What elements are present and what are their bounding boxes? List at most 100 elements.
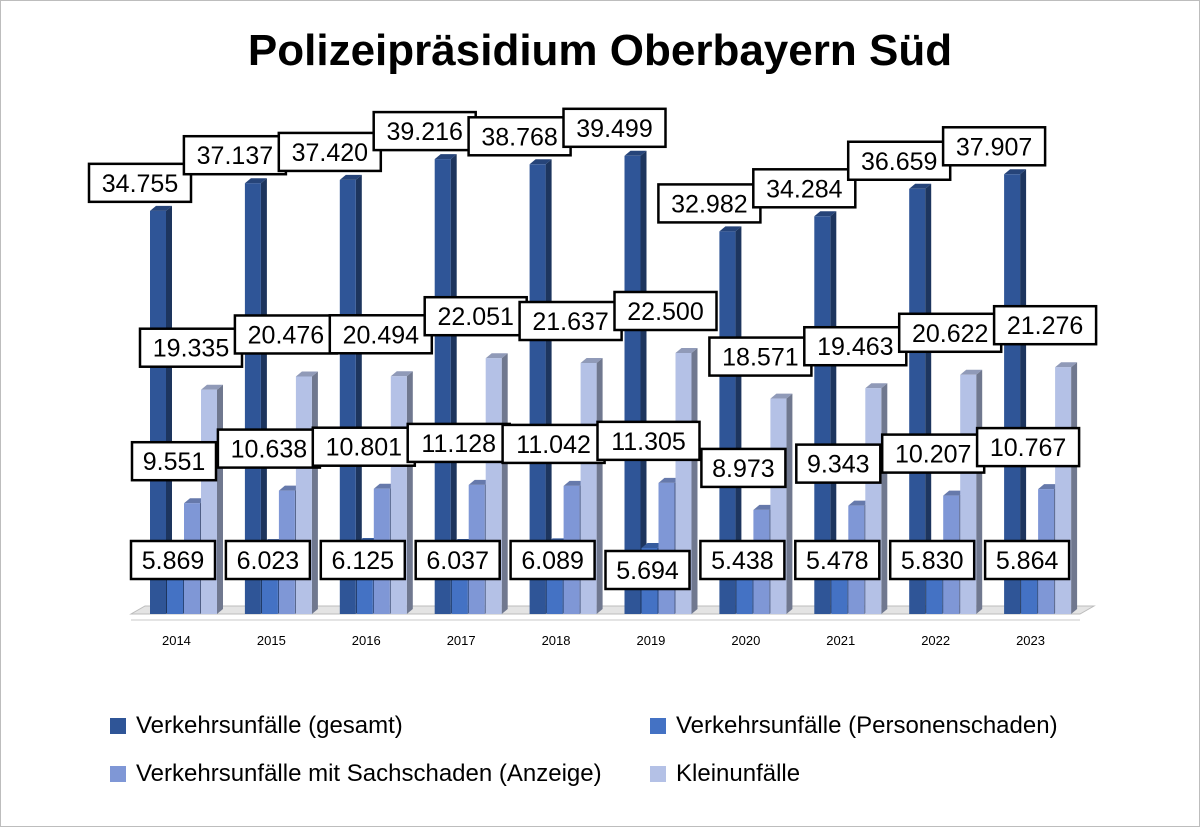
bar-top-s2-2023 [1038,484,1061,490]
data-label-s0-2022: 36.659 [861,148,937,176]
bar-s3-2020 [770,398,787,614]
data-label-box-s3-2015 [233,314,339,355]
legend-item-kleinunfaelle: Kleinunfälle [650,760,800,788]
data-label-box-s3-2016 [328,314,434,355]
bar-s0-2014 [150,210,166,615]
data-label-s3-2023: 21.276 [1007,312,1083,340]
data-label-s0-2015: 37.137 [197,142,273,170]
data-label-s1-2017: 6.037 [426,547,489,575]
legend-label-sachschaden: Verkehrsunfälle mit Sachschaden (Anzeige… [136,760,602,787]
bar-side-s3-2014 [217,384,223,614]
bar-top-s2-2015 [278,485,301,491]
bar-s0-2020 [719,231,736,614]
bar-side-s3-2018 [596,358,603,614]
data-label-box-s2-2017 [406,422,511,464]
bar-top-s0-2019 [624,150,647,156]
bar-side-s0-2020 [735,226,742,614]
bar-side-s3-2020 [786,393,793,614]
data-label-s3-2019: 22.500 [627,298,703,326]
bar-top-s0-2023 [1004,169,1027,175]
x-tick-label-2015: 2015 [257,633,286,648]
bar-top-s2-2021 [848,500,871,506]
bar-top-s2-2020 [753,504,776,510]
bar-top-s0-2015 [244,178,267,184]
bar-chart: 2014 2015 2016 2017 2018 2019 2020 2021 2022 2023… [87,107,1098,648]
bar-side-s0-2023 [1020,169,1027,614]
data-label-box-s2-2020 [700,447,787,489]
bar-top-s3-2022 [960,369,983,375]
bar-top-s0-2020 [719,226,742,232]
data-label-box-s3-2019 [613,290,718,332]
x-tick-label-2014: 2014 [162,633,191,648]
bar-s0-2021 [814,216,831,614]
data-label-s0-2021: 34.284 [766,175,843,203]
data-label-s2-2022: 10.207 [895,441,971,469]
bar-top-s3-2021 [865,383,888,389]
bar-side-s0-2022 [925,183,932,614]
bar-top-s0-2021 [814,211,837,217]
bar-s0-2018 [529,164,546,614]
bar-side-s0-2016 [355,174,362,615]
bar-top-s3-2023 [1055,362,1078,368]
data-label-s1-2015: 6.023 [237,547,300,575]
data-label-box-s0-2022 [846,140,952,182]
data-label-s1-2020: 5.438 [711,547,774,575]
bar-side-s0-2019 [640,150,647,615]
bar-side-s0-2021 [830,211,837,614]
data-label-s0-2014: 34.755 [102,170,178,198]
data-label-s0-2020: 32.982 [671,190,747,218]
legend-item-personenschaden: Verkehrsunfälle (Personenschaden) [650,712,1058,740]
data-label-box-s3-2023 [992,304,1098,346]
legend-swatch-gesamt [110,718,126,734]
bar-s0-2023 [1004,174,1021,614]
x-tick-label-2018: 2018 [542,633,571,648]
data-label-s0-2023: 37.907 [956,133,1032,161]
bar-side-s3-2023 [1071,362,1078,614]
legend: Verkehrsunfälle (gesamt) Verkehrsunfälle… [110,712,1170,802]
bar-top-s3-2020 [770,393,793,399]
data-label-box-s1-2018 [509,539,596,581]
data-label-box-s2-2018 [501,423,606,465]
data-label-s3-2017: 22.051 [437,303,513,331]
bar-top-s2-2017 [468,479,491,485]
legend-item-gesamt: Verkehrsunfälle (gesamt) [110,712,403,740]
chart-title: Polizeipräsidium Oberbayern Süd [247,26,953,75]
bar-top-s3-2014 [201,384,223,390]
bar-top-s3-2019 [675,348,698,353]
bar-top-s2-2014 [184,498,206,504]
legend-swatch-sachschaden [110,766,126,782]
bar-top-s1-2019 [641,542,664,548]
data-label-box-s2-2019 [596,420,701,462]
bar-side-s0-2017 [450,154,457,614]
data-label-s3-2022: 20.622 [912,320,988,348]
legend-swatch-kleinunfaelle [650,766,666,782]
bar-s0-2022 [909,188,926,614]
data-label-s2-2018: 11.042 [516,431,591,459]
x-tick-label-2017: 2017 [447,633,476,648]
data-label-s3-2016: 20.494 [343,321,420,349]
bar-side-s0-2015 [260,178,267,614]
bar-side-s3-2022 [976,369,983,614]
data-label-box-s1-2017 [414,539,501,581]
bar-side-s3-2016 [406,371,413,614]
data-label-s1-2022: 5.830 [901,547,964,575]
x-tick-label-2022: 2022 [921,633,950,648]
bar-s0-2015 [244,183,261,614]
bar-top-s2-2022 [943,490,966,496]
data-label-s1-2019: 5.694 [616,557,679,585]
bar-side-s0-2014 [166,205,172,615]
data-label-box-s3-2020 [708,336,813,377]
data-label-s0-2019: 39.499 [576,115,652,143]
data-label-s1-2021: 5.478 [806,547,869,575]
bar-top-s0-2014 [150,205,172,211]
data-label-s0-2017: 39.216 [386,118,462,146]
bar-side-s3-2021 [881,383,888,614]
bar-top-s0-2017 [434,154,457,160]
data-label-box-s0-2016 [277,131,383,173]
bar-top-s2-2019 [658,477,681,483]
x-tick-label-2023: 2023 [1016,633,1045,648]
data-label-s2-2019: 11.305 [611,428,686,456]
bar-top-s3-2018 [580,358,603,364]
bar-side-s3-2019 [691,348,698,614]
bar-top-s0-2022 [909,183,932,189]
